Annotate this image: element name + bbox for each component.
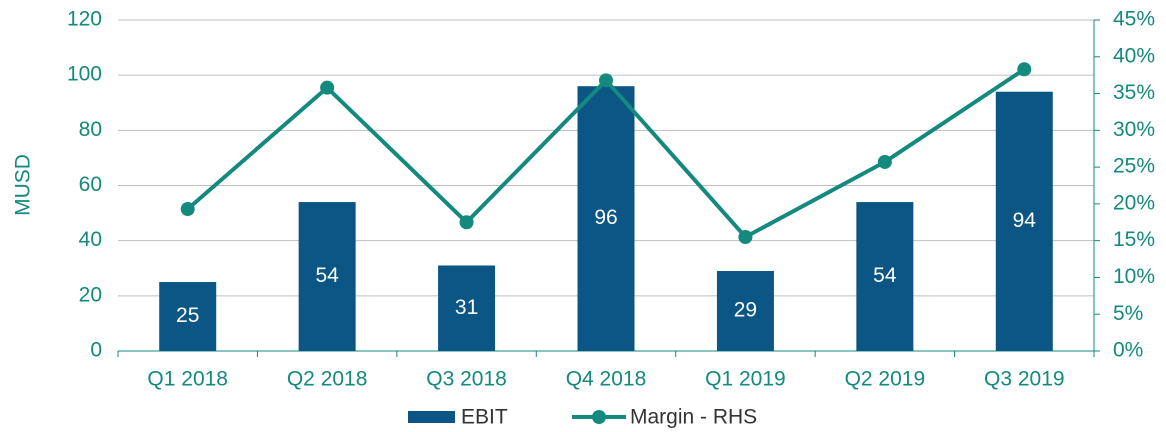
y-axis-label: MUSD xyxy=(12,154,35,216)
legend-marker xyxy=(592,410,606,424)
line-marker xyxy=(320,80,335,95)
y-tick-label: 100 xyxy=(67,63,102,86)
x-tick-label: Q2 2019 xyxy=(845,368,926,391)
x-tick-label: Q1 2019 xyxy=(705,368,786,391)
y2-tick-label: 10% xyxy=(1113,265,1155,288)
line-marker xyxy=(180,202,195,217)
line-marker xyxy=(738,229,753,244)
y2-tick-label: 30% xyxy=(1113,118,1155,141)
x-tick-label: Q4 2018 xyxy=(566,368,647,391)
data-label: 25 xyxy=(176,304,199,327)
bar xyxy=(159,282,217,351)
data-label: 96 xyxy=(594,206,617,229)
bar xyxy=(716,271,774,351)
y-tick-label: 60 xyxy=(79,173,102,196)
data-label: 54 xyxy=(315,264,339,287)
y2-tick-label: 40% xyxy=(1113,44,1155,67)
line-marker xyxy=(1017,62,1032,77)
y2-tick-label: 35% xyxy=(1113,81,1155,104)
y-tick-label: 0 xyxy=(90,339,102,362)
bar xyxy=(577,86,635,351)
line-marker xyxy=(877,154,892,169)
legend-swatch xyxy=(408,411,455,423)
legend-label: Margin - RHS xyxy=(630,406,757,429)
bar xyxy=(856,202,914,351)
bar xyxy=(995,91,1053,351)
legend-label: EBIT xyxy=(461,406,508,429)
line-marker xyxy=(459,215,474,230)
x-tick-label: Q2 2018 xyxy=(287,368,368,391)
y2-tick-label: 25% xyxy=(1113,155,1155,178)
data-label: 29 xyxy=(734,299,757,322)
y2-tick-label: 0% xyxy=(1113,339,1143,362)
y-tick-label: 80 xyxy=(79,118,102,141)
y2-tick-label: 15% xyxy=(1113,228,1155,251)
y-tick-label: 40 xyxy=(79,228,102,251)
line-marker xyxy=(599,73,613,88)
y-tick-label: 20 xyxy=(79,283,102,306)
bar xyxy=(438,265,496,351)
x-tick-label: Q3 2018 xyxy=(426,368,507,391)
bar xyxy=(298,202,356,351)
data-label: 94 xyxy=(1013,209,1037,232)
x-tick-label: Q1 2018 xyxy=(147,368,228,391)
x-tick-label: Q3 2019 xyxy=(984,368,1065,391)
y2-tick-label: 5% xyxy=(1113,302,1143,325)
data-label: 31 xyxy=(455,296,478,319)
y-tick-label: 120 xyxy=(67,8,102,31)
data-label: 54 xyxy=(873,264,897,287)
y2-tick-label: 45% xyxy=(1113,8,1155,31)
y2-tick-label: 20% xyxy=(1113,191,1155,214)
